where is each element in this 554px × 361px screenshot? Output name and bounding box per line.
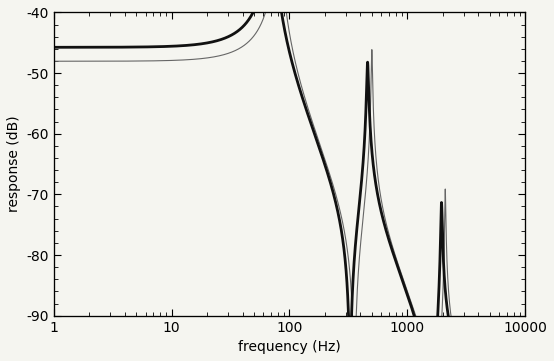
Y-axis label: response (dB): response (dB) [7,116,21,212]
X-axis label: frequency (Hz): frequency (Hz) [238,340,341,354]
